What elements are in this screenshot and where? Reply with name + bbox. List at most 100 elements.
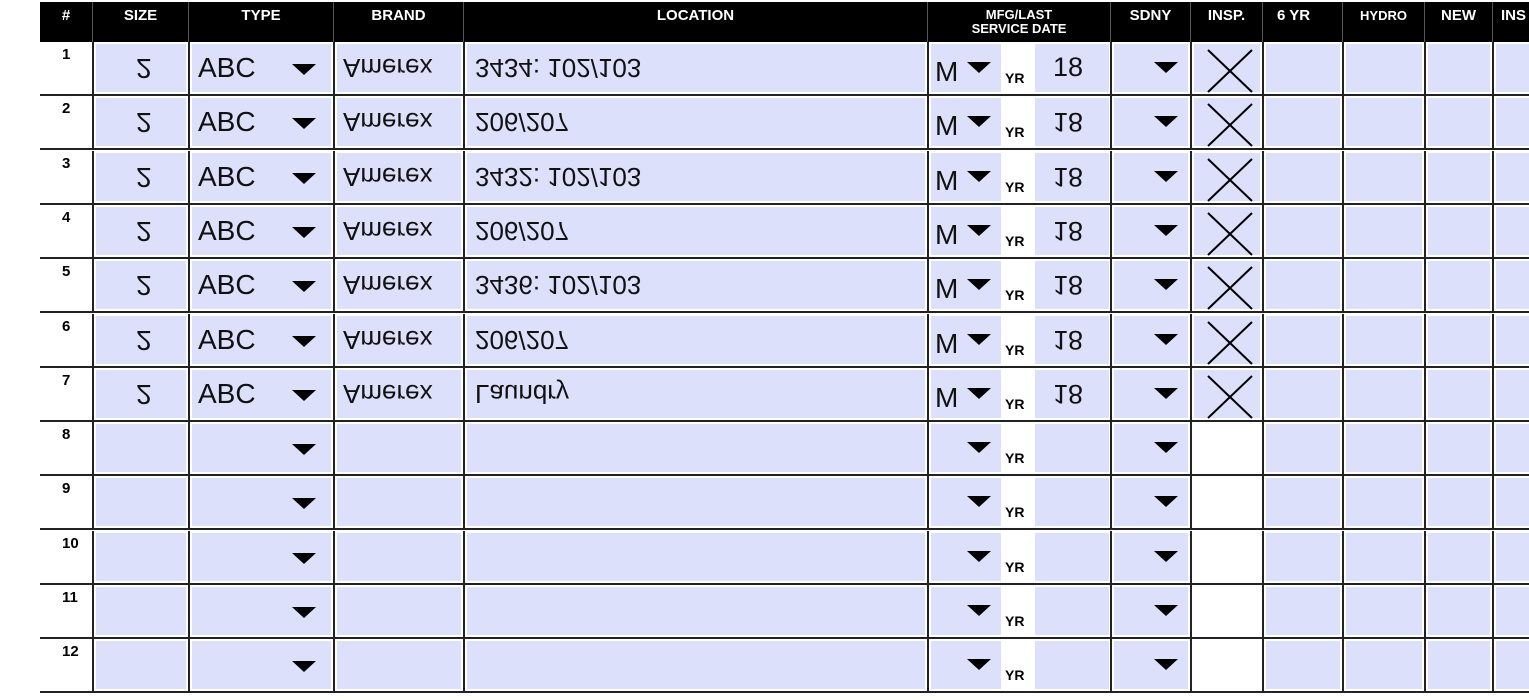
six-yr-checkbox[interactable]	[1266, 641, 1340, 690]
insp-checkbox[interactable]	[1194, 44, 1260, 93]
location-field[interactable]	[467, 424, 925, 473]
six-yr-checkbox[interactable]	[1266, 369, 1340, 418]
location-field[interactable]	[467, 587, 925, 635]
month-dropdown[interactable]	[931, 532, 1001, 581]
location-field[interactable]	[467, 532, 925, 581]
brand-field[interactable]	[337, 587, 461, 635]
hydro-checkbox[interactable]	[1346, 369, 1422, 418]
year-field[interactable]: 18	[1035, 44, 1109, 92]
insp-checkbox[interactable]	[1194, 152, 1260, 202]
new-checkbox[interactable]	[1428, 478, 1490, 527]
brand-field[interactable]: Amerex	[337, 98, 461, 147]
new-checkbox[interactable]	[1428, 44, 1490, 92]
insp-checkbox[interactable]	[1194, 369, 1260, 419]
sdny-dropdown[interactable]	[1114, 98, 1188, 147]
type-dropdown[interactable]: ABC	[192, 369, 331, 418]
six-yr-checkbox[interactable]	[1266, 315, 1340, 364]
brand-field[interactable]	[337, 641, 461, 690]
sdny-dropdown[interactable]	[1114, 532, 1188, 581]
brand-field[interactable]: Amerex	[337, 315, 461, 364]
hydro-checkbox[interactable]	[1346, 206, 1422, 255]
six-yr-checkbox[interactable]	[1266, 206, 1340, 255]
sdny-dropdown[interactable]	[1114, 206, 1188, 255]
new-checkbox[interactable]	[1428, 641, 1490, 690]
year-field[interactable]: 18	[1035, 369, 1109, 418]
type-dropdown[interactable]: ABC	[192, 315, 331, 364]
ins-checkbox[interactable]	[1496, 424, 1529, 473]
month-dropdown[interactable]: M	[931, 369, 1001, 418]
location-field[interactable]: 3436: 102/103	[467, 261, 925, 310]
sdny-dropdown[interactable]	[1114, 478, 1188, 527]
sdny-dropdown[interactable]	[1114, 261, 1188, 310]
size-field[interactable]: 2	[96, 315, 186, 364]
size-field[interactable]	[96, 641, 186, 690]
insp-checkbox[interactable]	[1194, 587, 1260, 635]
size-field[interactable]: 2	[96, 98, 186, 147]
month-dropdown[interactable]: M	[931, 98, 1001, 147]
location-field[interactable]: 3434: 102/103	[467, 44, 925, 92]
brand-field[interactable]	[337, 478, 461, 527]
brand-field[interactable]: Amerex	[337, 261, 461, 310]
size-field[interactable]	[96, 532, 186, 581]
new-checkbox[interactable]	[1428, 587, 1490, 635]
sdny-dropdown[interactable]	[1114, 424, 1188, 473]
year-field[interactable]: 18	[1035, 206, 1109, 255]
sdny-dropdown[interactable]	[1114, 44, 1188, 92]
six-yr-checkbox[interactable]	[1266, 478, 1340, 527]
hydro-checkbox[interactable]	[1346, 587, 1422, 635]
type-dropdown[interactable]: ABC	[192, 98, 331, 147]
type-dropdown[interactable]: ABC	[192, 152, 331, 201]
size-field[interactable]: 2	[96, 206, 186, 255]
six-yr-checkbox[interactable]	[1266, 152, 1340, 201]
ins-checkbox[interactable]	[1496, 587, 1529, 635]
new-checkbox[interactable]	[1428, 315, 1490, 364]
ins-checkbox[interactable]	[1496, 315, 1529, 364]
brand-field[interactable]: Amerex	[337, 206, 461, 255]
six-yr-checkbox[interactable]	[1266, 424, 1340, 473]
ins-checkbox[interactable]	[1496, 261, 1529, 310]
hydro-checkbox[interactable]	[1346, 315, 1422, 364]
location-field[interactable]: 3432: 102/103	[467, 152, 925, 201]
ins-checkbox[interactable]	[1496, 206, 1529, 255]
brand-field[interactable]	[337, 424, 461, 473]
six-yr-checkbox[interactable]	[1266, 587, 1340, 635]
month-dropdown[interactable]	[931, 478, 1001, 527]
hydro-checkbox[interactable]	[1346, 424, 1422, 473]
six-yr-checkbox[interactable]	[1266, 532, 1340, 581]
year-field[interactable]	[1035, 478, 1109, 527]
new-checkbox[interactable]	[1428, 98, 1490, 147]
ins-checkbox[interactable]	[1496, 152, 1529, 201]
size-field[interactable]: 2	[96, 44, 186, 92]
hydro-checkbox[interactable]	[1346, 532, 1422, 581]
type-dropdown[interactable]: ABC	[192, 206, 331, 255]
year-field[interactable]: 18	[1035, 315, 1109, 364]
type-dropdown[interactable]	[192, 478, 331, 527]
ins-checkbox[interactable]	[1496, 369, 1529, 418]
insp-checkbox[interactable]	[1194, 532, 1260, 581]
sdny-dropdown[interactable]	[1114, 587, 1188, 635]
location-field[interactable]: 206/207	[467, 98, 925, 147]
hydro-checkbox[interactable]	[1346, 261, 1422, 310]
ins-checkbox[interactable]	[1496, 98, 1529, 147]
location-field[interactable]	[467, 478, 925, 527]
insp-checkbox[interactable]	[1194, 206, 1260, 256]
sdny-dropdown[interactable]	[1114, 315, 1188, 364]
size-field[interactable]	[96, 424, 186, 473]
month-dropdown[interactable]	[931, 587, 1001, 635]
year-field[interactable]	[1035, 641, 1109, 690]
sdny-dropdown[interactable]	[1114, 369, 1188, 418]
type-dropdown[interactable]	[192, 641, 331, 690]
brand-field[interactable]: Amerex	[337, 44, 461, 92]
six-yr-checkbox[interactable]	[1266, 261, 1340, 310]
type-dropdown[interactable]: ABC	[192, 261, 331, 310]
month-dropdown[interactable]: M	[931, 315, 1001, 364]
hydro-checkbox[interactable]	[1346, 641, 1422, 690]
size-field[interactable]: 2	[96, 369, 186, 418]
insp-checkbox[interactable]	[1194, 315, 1260, 365]
hydro-checkbox[interactable]	[1346, 152, 1422, 201]
month-dropdown[interactable]	[931, 641, 1001, 690]
year-field[interactable]	[1035, 532, 1109, 581]
type-dropdown[interactable]	[192, 532, 331, 581]
six-yr-checkbox[interactable]	[1266, 98, 1340, 147]
month-dropdown[interactable]: M	[931, 44, 1001, 92]
